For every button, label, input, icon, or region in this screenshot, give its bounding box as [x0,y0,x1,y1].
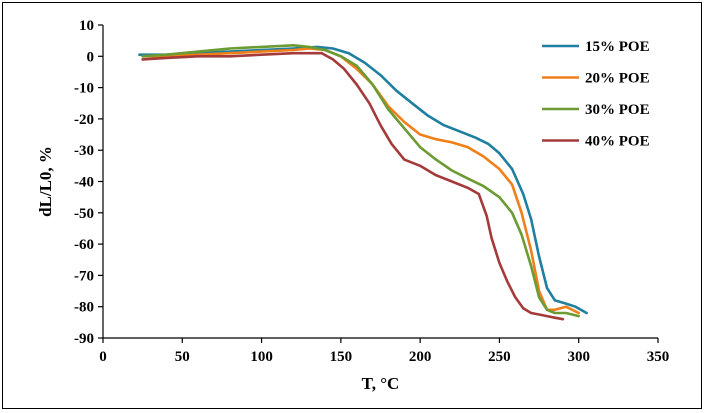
legend: 15% POE 20% POE 30% POE 40% POE [542,39,650,150]
x-tick-label: 50 [175,349,190,365]
x-tick-label: 100 [250,349,273,365]
y-tick-label: -10 [74,81,94,97]
y-tick-label: -20 [74,112,94,128]
y-axis-ticks: 10 0 -10 -20 -30 -40 -50 -60 -70 -80 -90 [74,18,103,347]
y-tick-label: -40 [74,175,94,191]
series-line-1 [138,45,588,315]
series-line-4 [141,51,565,321]
series-line-2 [141,47,581,315]
legend-label-4: 40% POE [585,134,650,150]
y-axis-title: dL/L0, % [36,146,55,217]
y-tick-label: -30 [74,143,94,159]
y-tick-label: -60 [74,237,94,253]
y-tick-label: 10 [79,18,94,34]
legend-label-3: 30% POE [585,102,650,118]
y-tick-label: 0 [87,49,95,65]
x-tick-label: 350 [647,349,670,365]
y-tick-label: -80 [74,300,94,316]
legend-label-1: 15% POE [585,39,650,55]
y-tick-label: -70 [74,268,94,284]
y-tick-label: -50 [74,206,94,222]
chart-frame [2,2,702,409]
legend-label-2: 20% POE [585,71,650,87]
x-axis-title: T, °C [362,374,400,393]
x-tick-label: 200 [409,349,432,365]
x-tick-label: 300 [567,349,590,365]
series-lines [138,43,588,321]
x-tick-label: 150 [330,349,353,365]
x-tick-label: 250 [488,349,511,365]
y-tick-label: -90 [74,331,94,347]
series-line-3 [141,43,581,318]
x-tick-label: 0 [99,349,107,365]
x-axis-ticks: 0 50 100 150 200 250 300 350 [99,338,669,365]
